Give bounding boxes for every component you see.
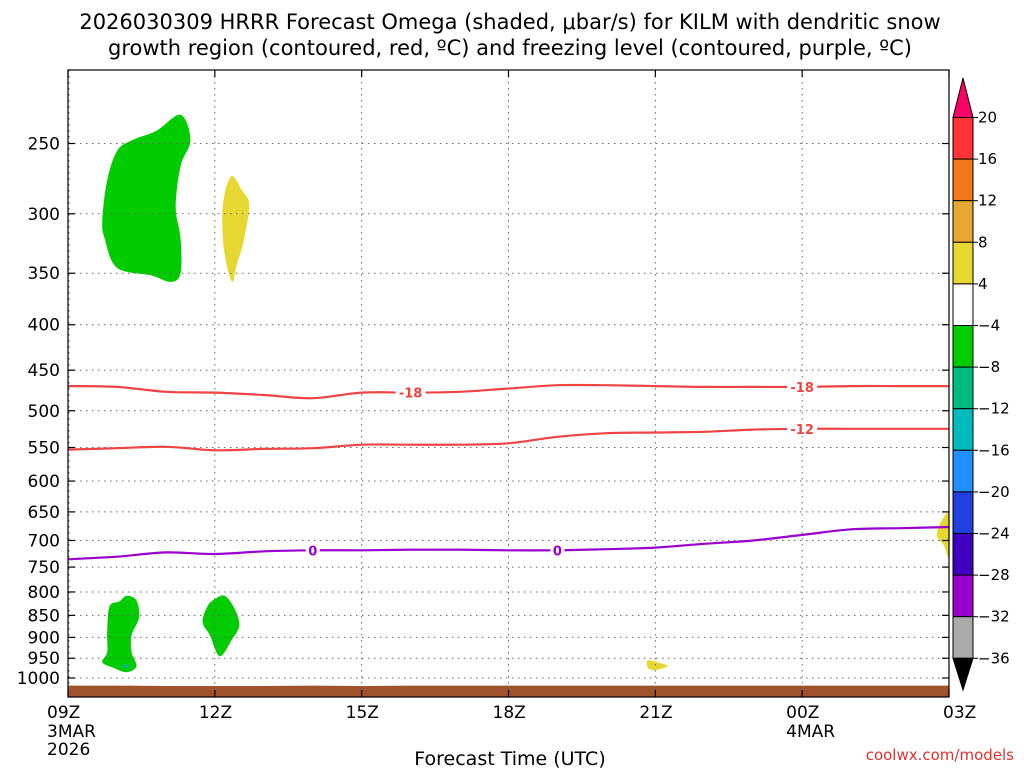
omega-shading: [102, 114, 950, 673]
colorbar-label: −20: [978, 483, 1010, 501]
y-tick-label-950: 950: [28, 649, 60, 669]
y-tick-label-1000: 1000: [17, 669, 60, 689]
colorbar-label: −24: [978, 525, 1010, 543]
omega-region-lower-green-right: [202, 595, 240, 657]
contour-label-bg: [550, 543, 565, 558]
colorbar-label: 8: [978, 233, 988, 251]
colorbar-top-arrow: [952, 77, 974, 118]
chart-title-line1: 2026030309 HRRR Forecast Omega (shaded, …: [79, 10, 940, 34]
colorbar-label: −4: [978, 317, 1000, 335]
colorbar-bin: [952, 574, 974, 618]
y-tick-label-250: 250: [28, 135, 60, 155]
colorbar-label: −16: [978, 441, 1010, 459]
contour-label-freezing_level_0: 0: [308, 544, 317, 559]
contour-label-bg: [787, 379, 818, 394]
colorbar-bin: [952, 408, 974, 451]
contour-dgz_minus12: -12: [67, 421, 949, 452]
x-tick-sublabel-date: 3MAR: [47, 722, 96, 742]
colorbar-bin: [952, 616, 974, 659]
credit-text: coolwx.com/models: [866, 746, 1014, 764]
colorbar-bin: [952, 283, 974, 326]
x-tick-label-03Z: 03Z: [943, 703, 976, 723]
contour-label-dgz_minus18: -18: [399, 387, 423, 402]
x-tick-label-15Z: 15Z: [346, 703, 379, 723]
colorbar-bin: [952, 533, 974, 576]
chart-title-line2: growth region (contoured, red, ºC) and f…: [108, 36, 912, 60]
x-tick-label-18Z: 18Z: [493, 703, 526, 723]
omega-region-lower-teal-dot: [122, 663, 130, 669]
y-tick-label-650: 650: [28, 503, 60, 523]
colorbar: 20 16 12 8 4 −4 −8 −12 −16 −20 −24 −28 −32 −36: [952, 77, 1010, 692]
colorbar-label: 16: [978, 150, 997, 168]
x-tick-sublabel-date: 4MAR: [786, 722, 835, 742]
y-tick-label-500: 500: [28, 402, 60, 422]
y-tick-label-900: 900: [28, 628, 60, 648]
contour-dgz_minus18: -18 -18: [67, 379, 949, 402]
y-tick-label-550: 550: [28, 438, 60, 458]
contour-label-bg: [305, 543, 320, 558]
colorbar-label: −36: [978, 649, 1010, 667]
omega-region-yellow-03z-edge: [936, 512, 950, 558]
contour-label-freezing_level_0: 0: [553, 544, 562, 559]
colorbar-bin: [952, 241, 974, 285]
colorbar-label: −12: [978, 400, 1010, 418]
colorbar-bin: [952, 117, 974, 160]
y-tick-label-700: 700: [28, 531, 60, 551]
x-axis-label: Forecast Time (UTC): [414, 748, 605, 768]
colorbar-label: 4: [978, 275, 988, 293]
contour-lines: -18 -18-120 0: [67, 379, 950, 561]
contour-label-bg: [395, 385, 426, 400]
colorbar-bin: [952, 366, 974, 410]
y-tick-label-600: 600: [28, 472, 60, 492]
colorbar-label: −8: [978, 358, 1000, 376]
x-tick-label-00Z: 00Z: [786, 703, 819, 723]
y-tick-label-350: 350: [28, 264, 60, 284]
omega-region-lower-green-left: [102, 595, 140, 673]
colorbar-label: 20: [978, 109, 997, 127]
colorbar-label: −32: [978, 608, 1010, 626]
y-tick-label-800: 800: [28, 583, 60, 603]
x-tick-label-12Z: 12Z: [199, 703, 232, 723]
x-tick-label-09Z: 09Z: [47, 703, 80, 723]
contour-label-dgz_minus12: -12: [790, 423, 814, 438]
y-tick-label-850: 850: [28, 606, 60, 626]
y-tick-label-450: 450: [28, 361, 60, 381]
omega-region-small-yellow-21z: [646, 660, 668, 671]
contour-label-bg: [787, 421, 818, 436]
colorbar-bin: [952, 449, 974, 493]
colorbar-bin: [952, 158, 974, 202]
omega-region-upper-yellow: [222, 175, 250, 283]
y-tick-label-400: 400: [28, 316, 60, 336]
y-tick-label-750: 750: [28, 558, 60, 578]
x-tick-label-21Z: 21Z: [639, 703, 672, 723]
colorbar-bin: [952, 325, 974, 368]
x-tick-sublabel-year: 2026: [47, 740, 90, 760]
colorbar-bin: [952, 491, 974, 534]
contour-label-dgz_minus18: -18: [790, 381, 814, 396]
omega-region-upper-green: [102, 114, 191, 282]
colorbar-label: −28: [978, 566, 1010, 584]
colorbar-label: 12: [978, 192, 997, 210]
y-tick-label-300: 300: [28, 205, 60, 225]
colorbar-bottom-arrow: [952, 657, 974, 692]
colorbar-bin: [952, 200, 974, 243]
contour-line-freezing_level_0: [67, 525, 950, 561]
y-axis-ticks: 2503003504004505005506006507007508008509…: [17, 135, 949, 689]
